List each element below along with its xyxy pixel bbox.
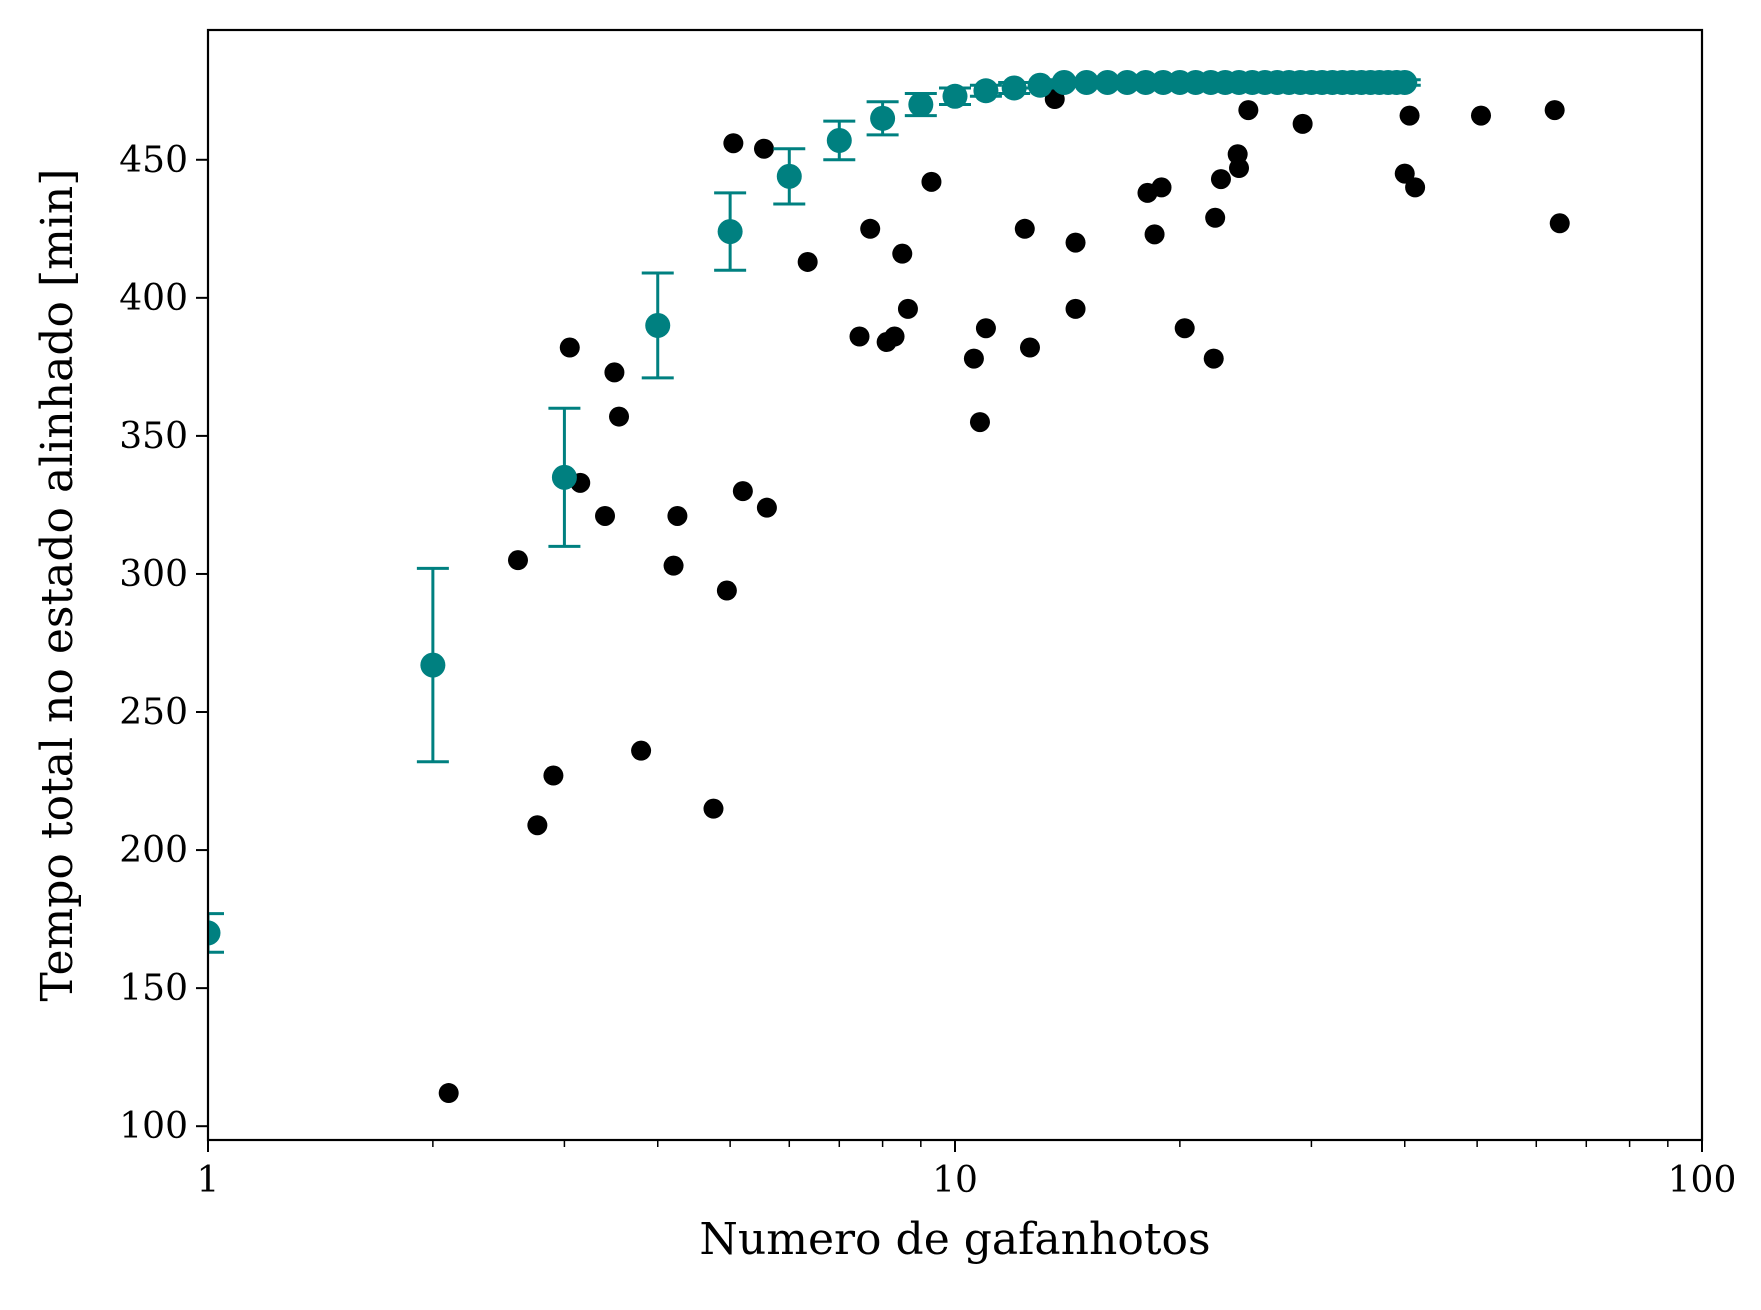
y-tick-label: 200 [119,830,188,871]
mean-point [1027,72,1053,98]
observation-point [1471,105,1492,126]
observation-point [969,412,990,433]
y-tick-label: 350 [119,416,188,457]
x-tick-label: 10 [932,1160,978,1201]
observation-point [1174,318,1195,339]
y-tick-label: 450 [119,140,188,181]
observation-point [604,362,625,383]
observation-point [1065,298,1086,319]
observation-point [1405,177,1426,198]
x-tick-label: 100 [1668,1160,1737,1201]
y-tick-label: 250 [119,692,188,733]
observation-point [1229,158,1250,179]
observation-point [507,550,528,571]
observation-point [543,765,564,786]
observation-point [1544,100,1565,121]
x-axis-title: Numero de gafanhotos [699,1214,1210,1265]
axis-ticks: 100 150 200 250 300 350 400 450 1 10 100 [119,140,1736,1201]
mean-point [776,163,802,189]
observation-point [703,798,724,819]
y-axis-title: Tempo total no estado alinhado [min] [32,169,83,1002]
y-tick-label: 300 [119,554,188,595]
mean-point [826,127,852,153]
observation-point [897,298,918,319]
observation-point [1210,169,1231,190]
mean-point [973,78,999,104]
observation-point [1399,105,1420,126]
observation-point [663,555,684,576]
observation-point [716,580,737,601]
mean-point [1094,69,1120,95]
observation-point [1065,232,1086,253]
observation-point [884,326,905,347]
mean-point [1051,69,1077,95]
y-tick-label: 100 [119,1106,188,1147]
observation-point [756,497,777,518]
mean-point [1392,69,1418,95]
observation-point [1014,218,1035,239]
observation-point [1205,207,1226,228]
observation-point [595,505,616,526]
observation-point [860,218,881,239]
observation-point [723,133,744,154]
mean-point [1133,69,1159,95]
observation-point [892,243,913,264]
observation-point [1292,113,1313,134]
mean-point [420,652,446,678]
observation-point [609,406,630,427]
observation-point [667,505,688,526]
observation-point [1549,213,1570,234]
data-series [208,69,1570,1104]
mean-point [870,105,896,131]
observation-point [631,740,652,761]
mean-point [717,219,743,245]
observation-point [527,815,548,836]
observation-point [849,326,870,347]
observation-point [732,481,753,502]
plot-frame [206,28,1704,1142]
observation-point [797,251,818,272]
mean-point [645,312,671,338]
observation-point [1394,163,1415,184]
mean-point [551,464,577,490]
mean-point [942,83,968,109]
observation-point [1144,224,1165,245]
observation-point [1238,100,1259,121]
mean-point [1114,69,1140,95]
observation-point [1151,177,1172,198]
observation-point [559,337,580,358]
observation-point [921,171,942,192]
observation-point [753,138,774,159]
observation-point [1019,337,1040,358]
mean-point [1001,75,1027,101]
y-tick-label: 150 [119,968,188,1009]
observation-point [963,348,984,369]
plot-area [208,69,1570,1104]
observation-point [1203,348,1224,369]
mean-point [908,92,934,118]
observation-point [438,1083,459,1104]
x-tick-label: 1 [197,1160,220,1201]
y-tick-label: 400 [119,278,188,319]
mean-point [208,920,221,946]
observation-point [975,318,996,339]
mean-point [1074,69,1100,95]
